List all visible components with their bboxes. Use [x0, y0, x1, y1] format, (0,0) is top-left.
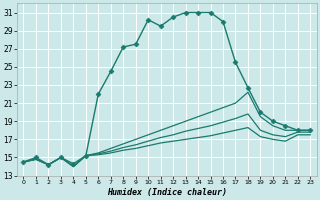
X-axis label: Humidex (Indice chaleur): Humidex (Indice chaleur): [107, 188, 227, 197]
